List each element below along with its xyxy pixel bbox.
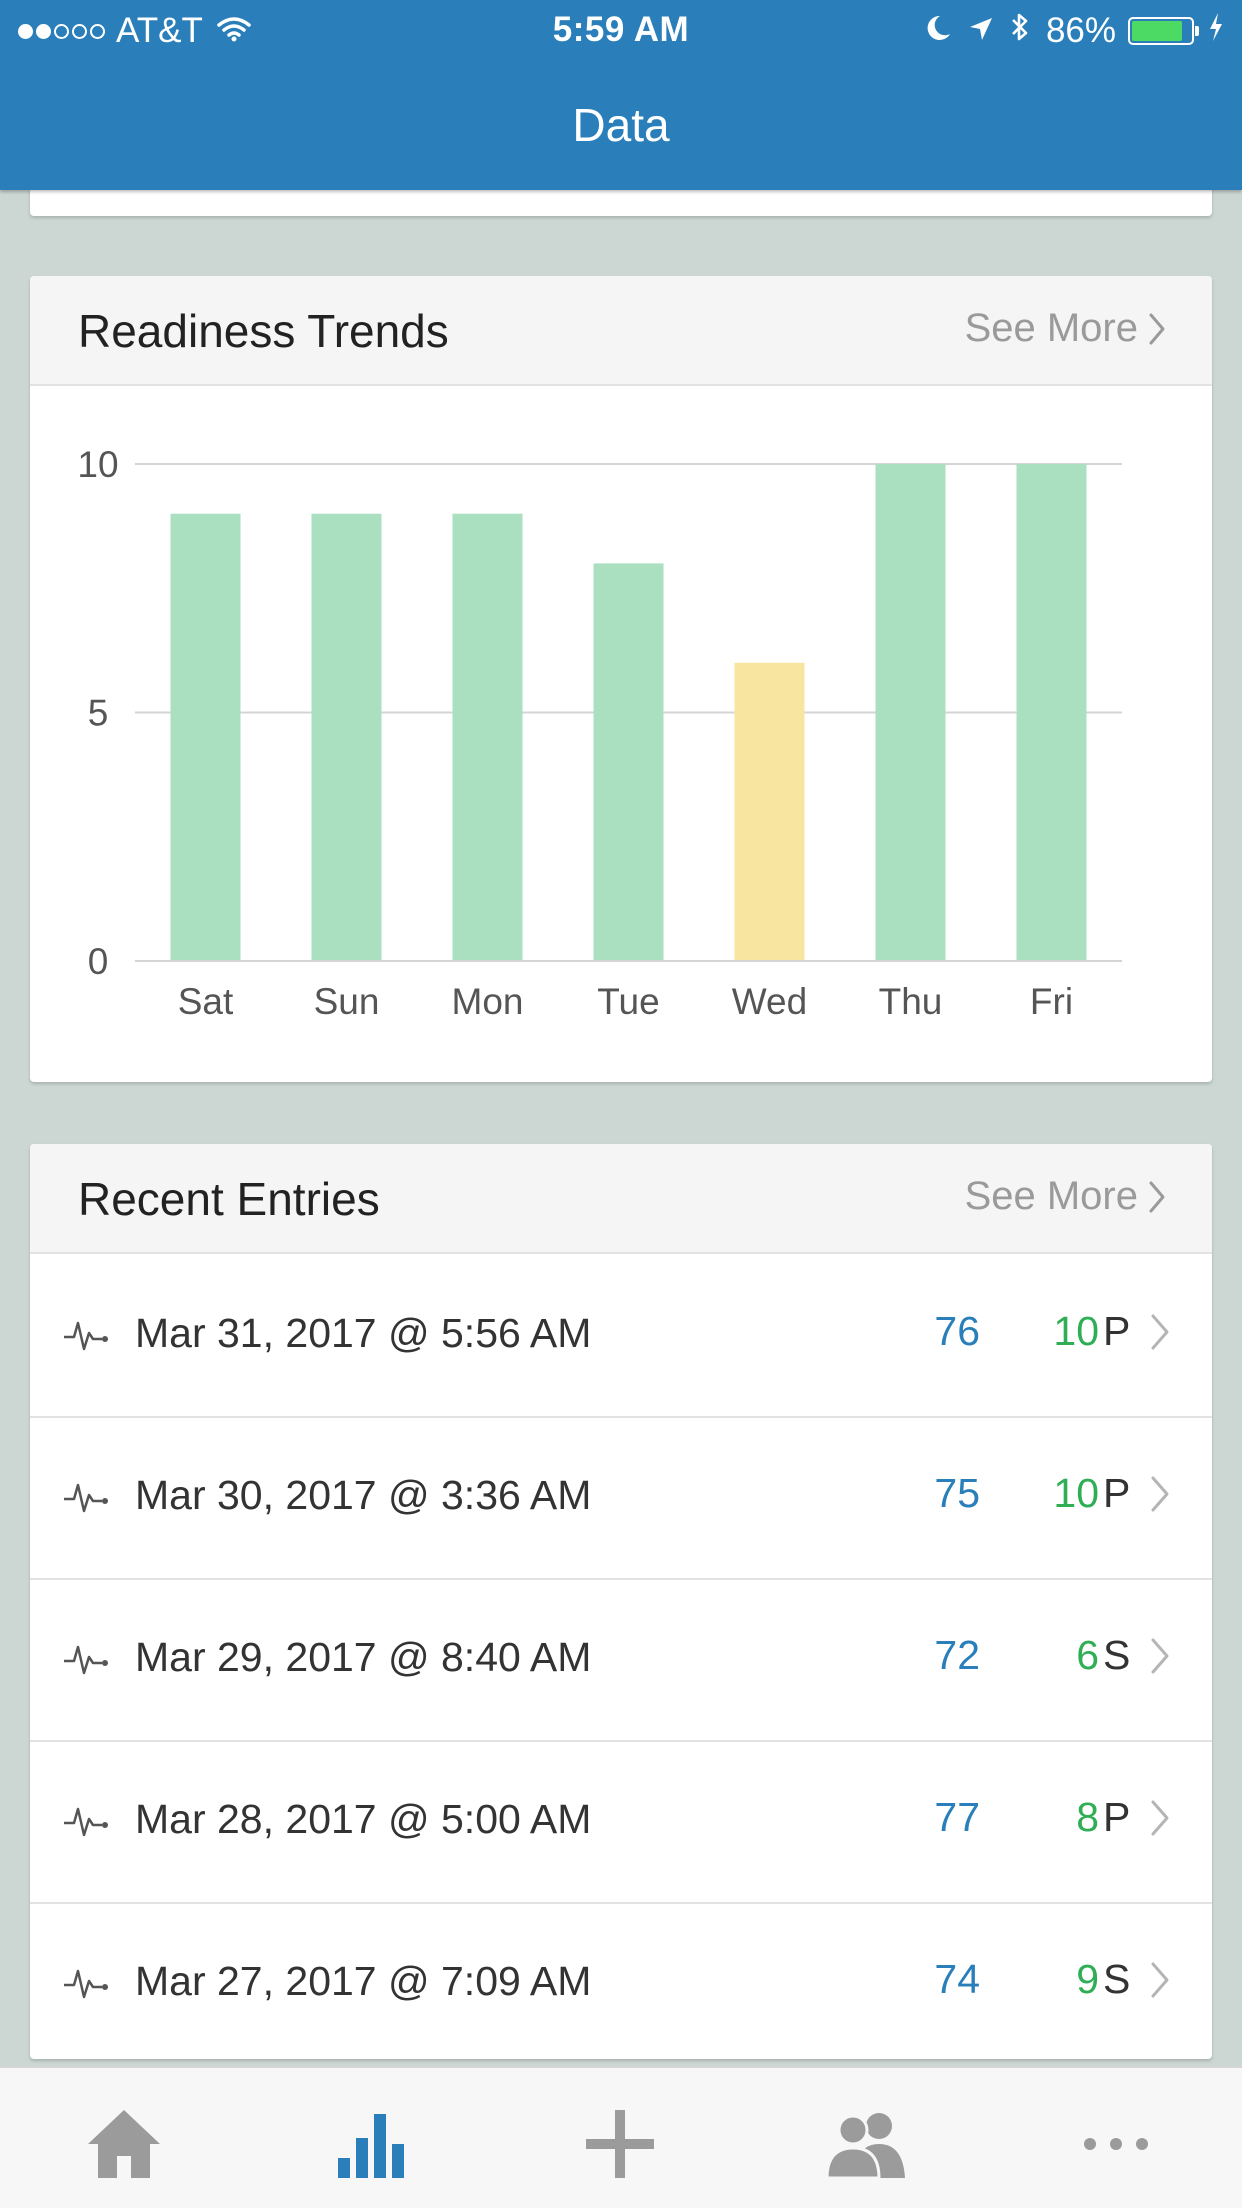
see-more-label: See More [964,1174,1138,1218]
entry-date: Mar 29, 2017 @ 8:40 AM [135,1634,592,1680]
entry-row[interactable]: Mar 27, 2017 @ 7:09 AM 74 9 S [30,1902,1212,2064]
tab-bar [0,2066,1242,2208]
x-tick-label: Sun [314,981,380,1022]
tab-home[interactable] [74,2106,174,2182]
heartbeat-icon [62,1477,110,1522]
card-header: Recent Entries See More [30,1144,1212,1254]
battery-percent: 86% [1045,11,1116,50]
entry-code: S [1103,1632,1131,1678]
x-tick-label: Tue [597,981,659,1022]
carrier-label: AT&T [116,11,203,50]
entry-score: 77 [934,1794,980,1840]
tab-team[interactable] [818,2106,918,2182]
entry-readiness: 10 [1053,1308,1099,1354]
battery-icon [1128,17,1199,45]
more-icon [1084,2138,1148,2150]
nav-header: AT&T 5:59 AM [0,0,1242,190]
bar-wed [734,662,805,961]
y-tick-label: 10 [77,444,118,485]
entry-row[interactable]: Mar 31, 2017 @ 5:56 AM 76 10 P [30,1254,1212,1418]
entry-date: Mar 31, 2017 @ 5:56 AM [135,1310,592,1356]
x-tick-label: Fri [1030,981,1073,1022]
page-title: Data [572,99,670,151]
trends-see-more-link[interactable]: See More [965,306,1166,351]
readiness-bar-chart: 0 5 10 Sat Sun Mon Tue Wed Thu Fri [30,386,1212,1082]
readiness-trends-card: Readiness Trends See More 0 5 10 Sat Sun Mon T… [30,276,1212,1082]
entries-see-more-link[interactable]: See More [965,1174,1166,1219]
entry-row[interactable]: Mar 28, 2017 @ 5:00 AM 77 8 P [30,1740,1212,1904]
bar-mon [452,513,523,961]
bar-thu [875,464,946,961]
x-tick-label: Sat [178,981,234,1022]
entry-readiness: 8 [1076,1794,1099,1840]
chevron-right-icon [1149,1181,1165,1212]
home-icon [88,2110,160,2178]
recent-entries-card: Recent Entries See More Mar 31, 2017 @ 5… [30,1144,1212,2059]
bar-sun [311,513,382,961]
chevron-right-icon [1150,1312,1170,1357]
bluetooth-icon [1010,11,1030,52]
x-tick-label: Thu [879,981,943,1022]
signal-dot [72,23,87,39]
charging-bolt-icon [1208,11,1224,51]
chevron-right-icon [1150,1960,1170,2005]
plus-icon [586,2110,654,2178]
entry-date: Mar 27, 2017 @ 7:09 AM [135,1958,592,2004]
x-tick-label: Wed [732,981,807,1022]
battery-fill [1132,21,1182,41]
x-tick-label: Mon [452,981,524,1022]
bar-fri [1016,464,1087,961]
chevron-right-icon [1149,313,1165,344]
entry-code: P [1103,1308,1131,1354]
y-tick-label: 5 [88,693,109,734]
entry-date: Mar 30, 2017 @ 3:36 AM [135,1472,592,1518]
status-left: AT&T [18,10,251,52]
bar-tue [593,563,664,961]
bar-sat [170,513,241,961]
heartbeat-icon [62,1315,110,1360]
tab-add[interactable] [570,2106,670,2182]
bar-chart-icon [338,2114,404,2178]
users-icon [825,2113,905,2180]
card-title: Recent Entries [78,1173,380,1225]
status-right: 86% [910,10,1224,52]
entry-date: Mar 28, 2017 @ 5:00 AM [135,1796,592,1842]
entry-code: P [1103,1470,1131,1516]
signal-dot [54,23,69,39]
status-bar: AT&T 5:59 AM [0,0,1242,62]
entry-readiness: 6 [1076,1632,1099,1678]
chevron-right-icon [1150,1474,1170,1519]
entry-score: 76 [934,1308,980,1354]
moon-icon [926,11,952,51]
entry-score: 75 [934,1470,980,1516]
tab-data[interactable] [322,2106,422,2182]
card-header: Readiness Trends See More [30,276,1212,386]
signal-dot [36,23,51,39]
chart-svg: 0 5 10 Sat Sun Mon Tue Wed Thu Fri [77,444,1122,1022]
entry-readiness: 10 [1053,1470,1099,1516]
signal-dot [18,23,33,39]
wifi-icon [217,11,251,51]
signal-dot [90,23,105,39]
entry-code: P [1103,1794,1131,1840]
location-arrow-icon [968,11,994,51]
heartbeat-icon [62,1963,110,2008]
card-title: Readiness Trends [78,305,449,357]
entry-score: 74 [934,1956,980,2002]
entry-score: 72 [934,1632,980,1678]
y-tick-label: 0 [88,941,109,982]
heartbeat-icon [62,1639,110,1684]
entry-row[interactable]: Mar 29, 2017 @ 8:40 AM 72 6 S [30,1578,1212,1742]
heartbeat-icon [62,1801,110,1846]
chevron-right-icon [1150,1636,1170,1681]
entry-readiness: 9 [1076,1956,1099,2002]
status-time: 5:59 AM [552,10,690,49]
chevron-right-icon [1150,1798,1170,1843]
tab-more[interactable] [1066,2106,1166,2182]
see-more-label: See More [964,306,1138,350]
entry-row[interactable]: Mar 30, 2017 @ 3:36 AM 75 10 P [30,1416,1212,1580]
entry-code: S [1103,1956,1131,2002]
